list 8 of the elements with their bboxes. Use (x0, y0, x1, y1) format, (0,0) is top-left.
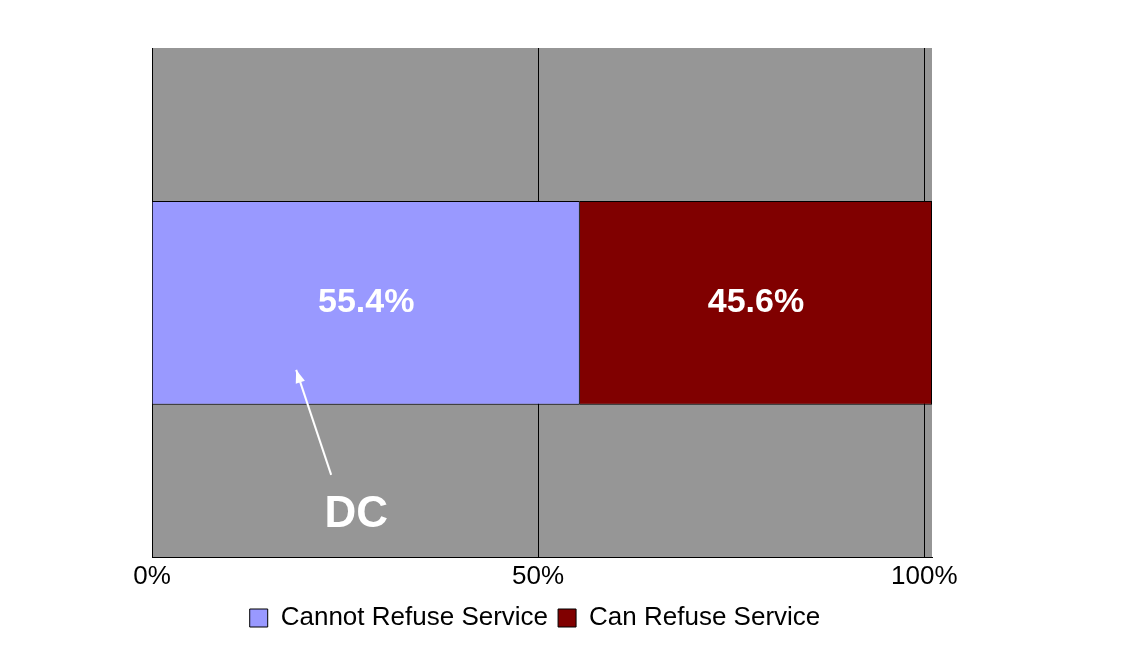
annotation: DC (324, 487, 388, 536)
x-tick-label: 0% (133, 559, 171, 590)
x-tick-label: 100% (891, 559, 958, 590)
data-label: 45.6% (707, 281, 805, 320)
legend-label: Cannot Refuse Service (280, 601, 549, 632)
legend-label: Can Refuse Service (589, 601, 821, 632)
x-tick-label: 50% (512, 559, 565, 590)
data-label: 55.4% (317, 281, 415, 320)
